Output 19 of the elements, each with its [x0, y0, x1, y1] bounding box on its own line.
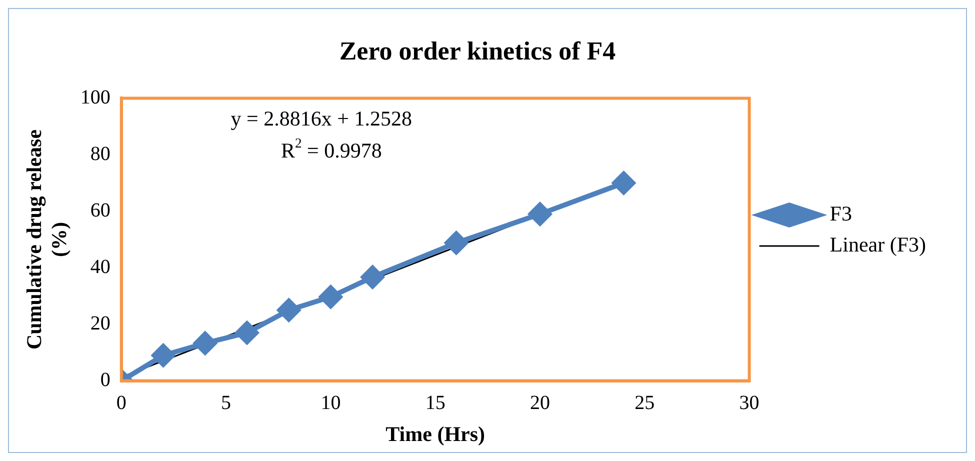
y-tick-label: 0 [100, 369, 110, 392]
x-axis-title: Time (Hrs) [386, 422, 486, 446]
legend-label: F3 [830, 202, 852, 226]
chart-title: Zero order kinetics of F4 [339, 36, 616, 66]
x-tick-label: 15 [425, 392, 446, 414]
annotation: y = 2.8816x + 1.2528 [230, 106, 412, 131]
legend-label: Linear (F3) [830, 232, 926, 257]
y-tick-label: 60 [90, 199, 110, 222]
x-tick-label: 0 [116, 392, 126, 414]
y-axis-title: Cumulative drug release (%) [22, 129, 72, 350]
x-tick-label: 25 [634, 392, 655, 414]
y-tick-label: 100 [80, 86, 110, 108]
x-tick-label: 20 [530, 392, 550, 414]
x-tick-label: 5 [221, 392, 232, 414]
x-tick-label: 10 [320, 392, 341, 414]
y-tick-label: 20 [90, 312, 110, 335]
y-tick-label: 80 [90, 142, 110, 165]
x-tick-label: 30 [739, 392, 760, 414]
y-tick-label: 40 [90, 256, 110, 278]
